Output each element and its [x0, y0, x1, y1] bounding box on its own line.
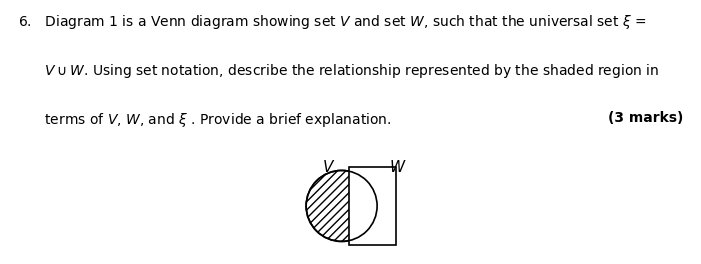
Text: 6.   Diagram 1 is a Venn diagram showing set $V$ and set $W$, such that the univ: 6. Diagram 1 is a Venn diagram showing s… [18, 13, 646, 31]
Bar [349, 167, 396, 245]
Bar [349, 167, 396, 245]
Text: (3 marks): (3 marks) [608, 111, 683, 125]
Circle shape [306, 171, 377, 241]
Text: terms of $V$, $W$, and $\xi$ . Provide a brief explanation.: terms of $V$, $W$, and $\xi$ . Provide a… [18, 111, 391, 129]
Text: $V$: $V$ [322, 159, 335, 175]
Text: $V \cup W$. Using set notation, describe the relationship represented by the sha: $V \cup W$. Using set notation, describe… [18, 62, 659, 80]
Text: $W$: $W$ [389, 159, 407, 175]
